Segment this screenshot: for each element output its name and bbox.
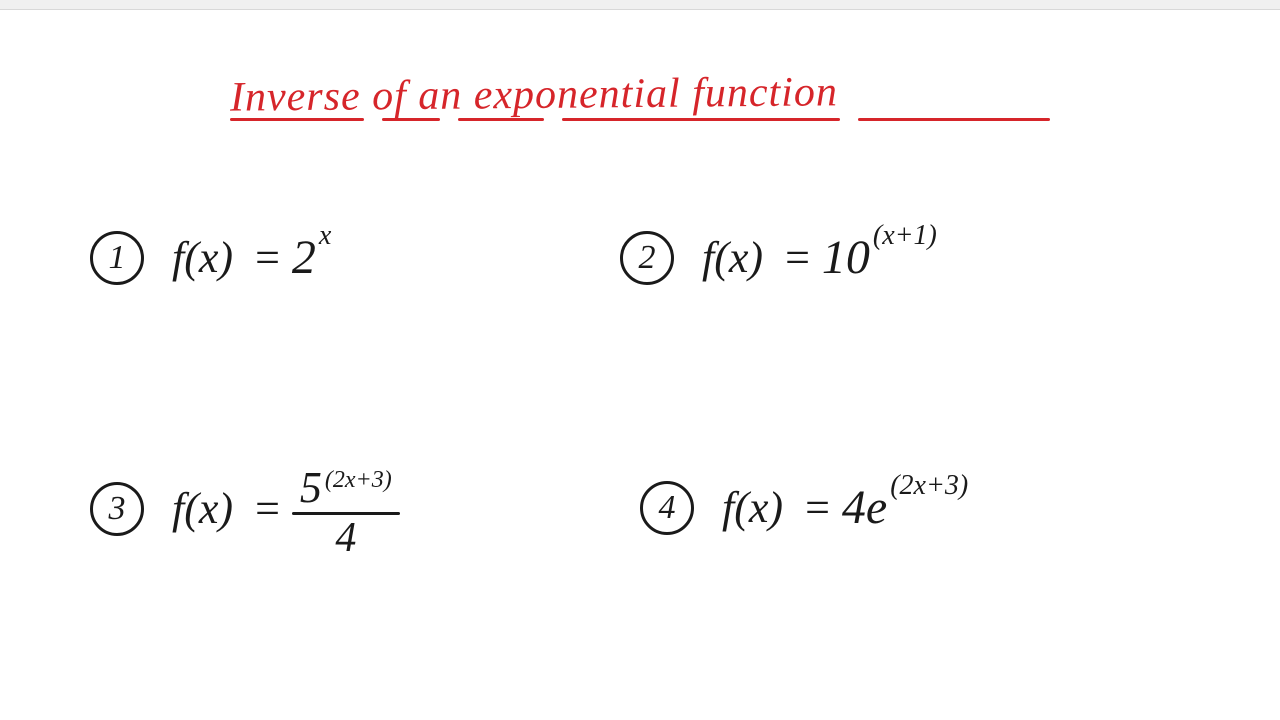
problem-number-circle: 3 (90, 482, 144, 536)
equation: f(x) = 4 e (2x+3) (722, 480, 968, 535)
fx-label: f(x) (172, 483, 233, 534)
problem-number-circle: 2 (620, 231, 674, 285)
problem-number-circle: 4 (640, 481, 694, 535)
equals-sign: = (255, 483, 280, 534)
exponent: (2x+3) (325, 468, 392, 492)
problem-number: 3 (109, 490, 126, 528)
underline-seg (858, 118, 1050, 121)
fraction-numerator: 5 (2x+3) (292, 464, 400, 512)
fraction: 5 (2x+3) 4 (292, 464, 400, 561)
exponent: (2x+3) (890, 470, 968, 502)
fx-label: f(x) (722, 482, 783, 533)
equals-sign: = (785, 232, 810, 283)
problem-number: 1 (109, 239, 126, 277)
base: 2 (292, 230, 316, 285)
whiteboard: Inverse of an exponential function 1 f(x… (0, 0, 1280, 720)
top-ui-bar (0, 0, 1280, 10)
equals-sign: = (255, 232, 280, 283)
page-title: Inverse of an exponential function (230, 66, 1050, 121)
problem-number: 4 (659, 489, 676, 527)
exponent: (x+1) (873, 220, 937, 252)
base: 5 (300, 466, 322, 510)
problem-2: 2 f(x) = 10 (x+1) (620, 230, 937, 285)
coefficient: 4 (842, 480, 866, 535)
problem-number: 2 (639, 239, 656, 277)
equals-sign: = (805, 482, 830, 533)
fx-label: f(x) (702, 232, 763, 283)
underline-seg (562, 118, 840, 121)
base: 10 (822, 230, 870, 285)
equation: f(x) = 5 (2x+3) 4 (172, 460, 400, 557)
base: e (866, 480, 887, 535)
fx-label: f(x) (172, 232, 233, 283)
problem-1: 1 f(x) = 2 x (90, 230, 331, 285)
equation: f(x) = 10 (x+1) (702, 230, 937, 285)
problem-number-circle: 1 (90, 231, 144, 285)
title-container: Inverse of an exponential function (230, 70, 1050, 121)
problem-3: 3 f(x) = 5 (2x+3) 4 (90, 460, 400, 557)
fraction-denominator: 4 (327, 515, 364, 561)
equation: f(x) = 2 x (172, 230, 331, 285)
exponent: x (319, 220, 331, 252)
problem-4: 4 f(x) = 4 e (2x+3) (640, 480, 968, 535)
